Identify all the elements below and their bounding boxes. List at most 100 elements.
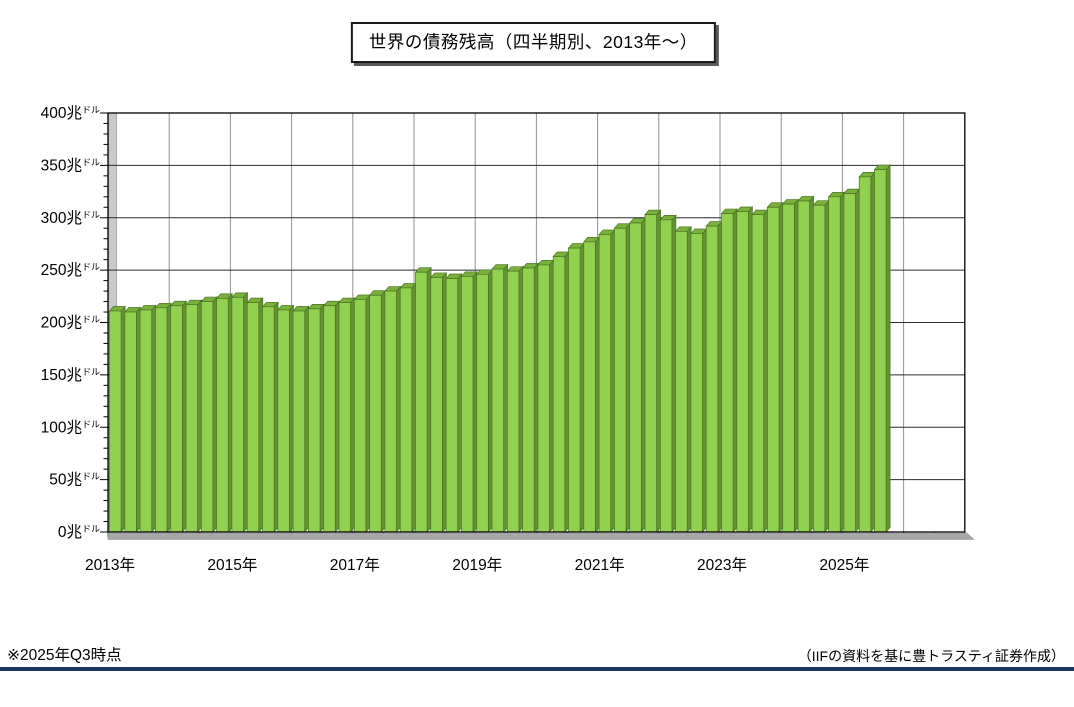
bar-2019Q2 [491,263,509,533]
y-axis-label: 0兆ドル [58,523,100,541]
bar-2018Q2 [430,272,448,533]
y-axis-ticks [100,112,108,533]
bar-side-face [885,164,891,533]
bar-2016Q1 [292,305,310,533]
bar-front-face [231,297,244,533]
floor [107,532,975,540]
bar-2025Q2 [858,171,876,533]
bar-front-face [721,213,734,533]
bar-2016Q3 [322,300,341,533]
bar-front-face [200,301,214,533]
bar-2025Q3 [873,164,891,533]
bar-front-face [323,305,336,533]
bar-front-face [139,309,153,533]
bar-2024Q1 [781,198,800,533]
bar-2025Q1 [843,188,861,533]
bar-front-face [430,277,443,533]
source-credit: （IIFの資料を基に豊トラスティ証券作成） [797,648,1065,664]
bar-front-face [568,247,581,533]
bar-front-face [353,299,367,533]
bar-front-face [598,234,612,533]
bar-2021Q1 [598,229,616,533]
bar-2023Q4 [766,201,784,533]
bar-front-face [308,308,321,533]
bar-front-face [552,256,566,533]
bar-front-face [109,310,122,533]
bar-2022Q1 [659,214,677,533]
bar-2015Q2 [246,297,264,533]
bar-front-face [445,278,459,533]
bar-2015Q1 [231,291,249,533]
y-axis-label: 250兆ドル [41,261,100,279]
bar-2021Q4 [644,209,662,533]
bar-2020Q3 [567,242,585,533]
bar-front-face [292,310,306,533]
bar-2013Q3 [139,304,157,533]
bar-front-face [155,307,168,533]
bar-front-face [491,268,504,533]
bar-front-face [583,241,596,533]
bar-2017Q3 [384,285,402,533]
footer-divider-line [0,667,1074,671]
bar-front-face [522,267,535,533]
bar-2021Q2 [613,222,631,533]
bar-2020Q4 [583,236,601,533]
bar-2019Q3 [506,265,524,533]
bar-front-face [736,211,749,533]
bar-2016Q2 [307,303,325,533]
bar-2020Q1 [537,259,555,533]
y-axis-label: 50兆ドル [49,471,100,489]
bar-front-face [537,264,550,533]
bar-2014Q3 [200,296,218,533]
bar-front-face [461,276,474,533]
bar-front-face [384,290,397,533]
bar-front-face [476,273,489,533]
x-axis-label: 2023年 [697,556,747,574]
bar-2018Q3 [445,273,463,533]
bar-2020Q2 [552,251,570,533]
bar-front-face [659,219,673,533]
bar-2022Q4 [705,220,723,533]
bar-front-face [216,298,229,533]
bar-front-face [767,206,780,533]
bar-front-face [797,200,810,533]
bar-front-face [246,302,260,533]
bar-2019Q4 [521,262,539,533]
x-axis-label: 2017年 [330,556,380,574]
bar-2018Q4 [460,270,478,533]
bar-2013Q1 [108,305,126,533]
bar-2017Q1 [353,294,371,533]
x-axis-label: 2019年 [452,556,502,574]
bar-front-face [629,222,642,533]
y-axis-label: 400兆ドル [41,104,100,122]
bar-front-face [828,196,841,533]
bar-front-face [812,204,826,533]
bar-2023Q2 [736,206,754,533]
bar-front-face [874,169,887,533]
footnote-asof: ※2025年Q3時点 [7,647,122,664]
bar-2014Q1 [169,300,188,533]
bar-front-face [262,306,275,533]
bar-2024Q2 [797,195,815,533]
bar-2016Q4 [338,297,356,533]
chart-title: 世界の債務残高（四半期別、2013年～） [350,22,716,63]
bar-front-face [705,225,719,533]
bar-2024Q4 [827,191,845,533]
y-axis-label: 150兆ドル [41,366,100,384]
x-axis-label: 2013年 [85,556,135,574]
y-axis-label: 100兆ドル [41,418,100,436]
y-axis-label: 300兆ドル [41,209,100,227]
y-axis-label: 350兆ドル [41,156,100,174]
bar-front-face [506,270,520,533]
bar-2017Q2 [368,289,386,533]
bar-2023Q3 [751,209,769,533]
bar-front-face [124,311,137,533]
bar-2013Q2 [124,306,142,533]
bar-2017Q4 [399,282,417,533]
bar-2021Q3 [628,217,647,533]
bar-2015Q3 [261,301,279,533]
x-axis-labels: 2013年 2015年 2017年 2019年 2021年 2023年 2025年 [85,556,869,574]
bar-front-face [399,287,413,533]
bar-front-face [415,271,428,533]
